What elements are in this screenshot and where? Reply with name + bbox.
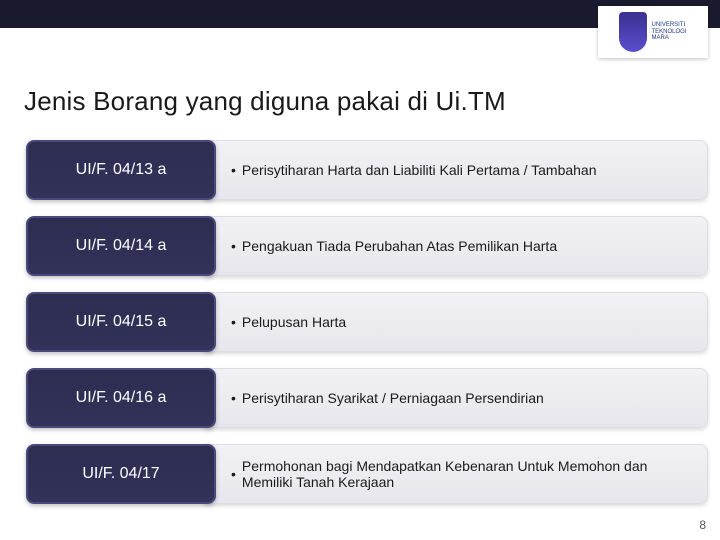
page-title: Jenis Borang yang diguna pakai di Ui.TM [24, 86, 696, 117]
bullet-icon: • [231, 466, 236, 482]
list-item: UI/F. 04/14 a • Pengakuan Tiada Perubaha… [26, 216, 708, 276]
form-description-text: Perisytiharan Syarikat / Perniagaan Pers… [242, 390, 544, 406]
logo-line-3: MARA [651, 35, 686, 42]
form-description: • Perisytiharan Syarikat / Perniagaan Pe… [204, 368, 708, 428]
form-description-text: Perisytiharan Harta dan Liabiliti Kali P… [242, 162, 597, 178]
list-item: UI/F. 04/17 • Permohonan bagi Mendapatka… [26, 444, 708, 504]
bullet-icon: • [231, 238, 236, 254]
form-description-text: Pengakuan Tiada Perubahan Atas Pemilikan… [242, 238, 557, 254]
list-item: UI/F. 04/16 a • Perisytiharan Syarikat /… [26, 368, 708, 428]
form-description: • Perisytiharan Harta dan Liabiliti Kali… [204, 140, 708, 200]
university-logo: UNIVERSITI TEKNOLOGI MARA [598, 6, 708, 58]
form-code: UI/F. 04/17 [26, 444, 216, 504]
logo-crest-icon [619, 12, 647, 52]
page-number: 8 [699, 518, 706, 532]
logo-text: UNIVERSITI TEKNOLOGI MARA [651, 22, 686, 42]
logo-line-2: TEKNOLOGI [651, 29, 686, 36]
bullet-icon: • [231, 390, 236, 406]
logo-line-1: UNIVERSITI [651, 22, 686, 29]
list-item: UI/F. 04/13 a • Perisytiharan Harta dan … [26, 140, 708, 200]
form-list: UI/F. 04/13 a • Perisytiharan Harta dan … [26, 140, 708, 504]
form-description: • Pengakuan Tiada Perubahan Atas Pemilik… [204, 216, 708, 276]
list-item: UI/F. 04/15 a • Pelupusan Harta [26, 292, 708, 352]
form-code: UI/F. 04/15 a [26, 292, 216, 352]
bullet-icon: • [231, 314, 236, 330]
form-description: • Permohonan bagi Mendapatkan Kebenaran … [204, 444, 708, 504]
form-code: UI/F. 04/14 a [26, 216, 216, 276]
bullet-icon: • [231, 162, 236, 178]
form-code: UI/F. 04/16 a [26, 368, 216, 428]
form-description-text: Permohonan bagi Mendapatkan Kebenaran Un… [242, 458, 693, 490]
form-description-text: Pelupusan Harta [242, 314, 346, 330]
form-description: • Pelupusan Harta [204, 292, 708, 352]
form-code: UI/F. 04/13 a [26, 140, 216, 200]
slide: UNIVERSITI TEKNOLOGI MARA Jenis Borang y… [0, 0, 720, 540]
